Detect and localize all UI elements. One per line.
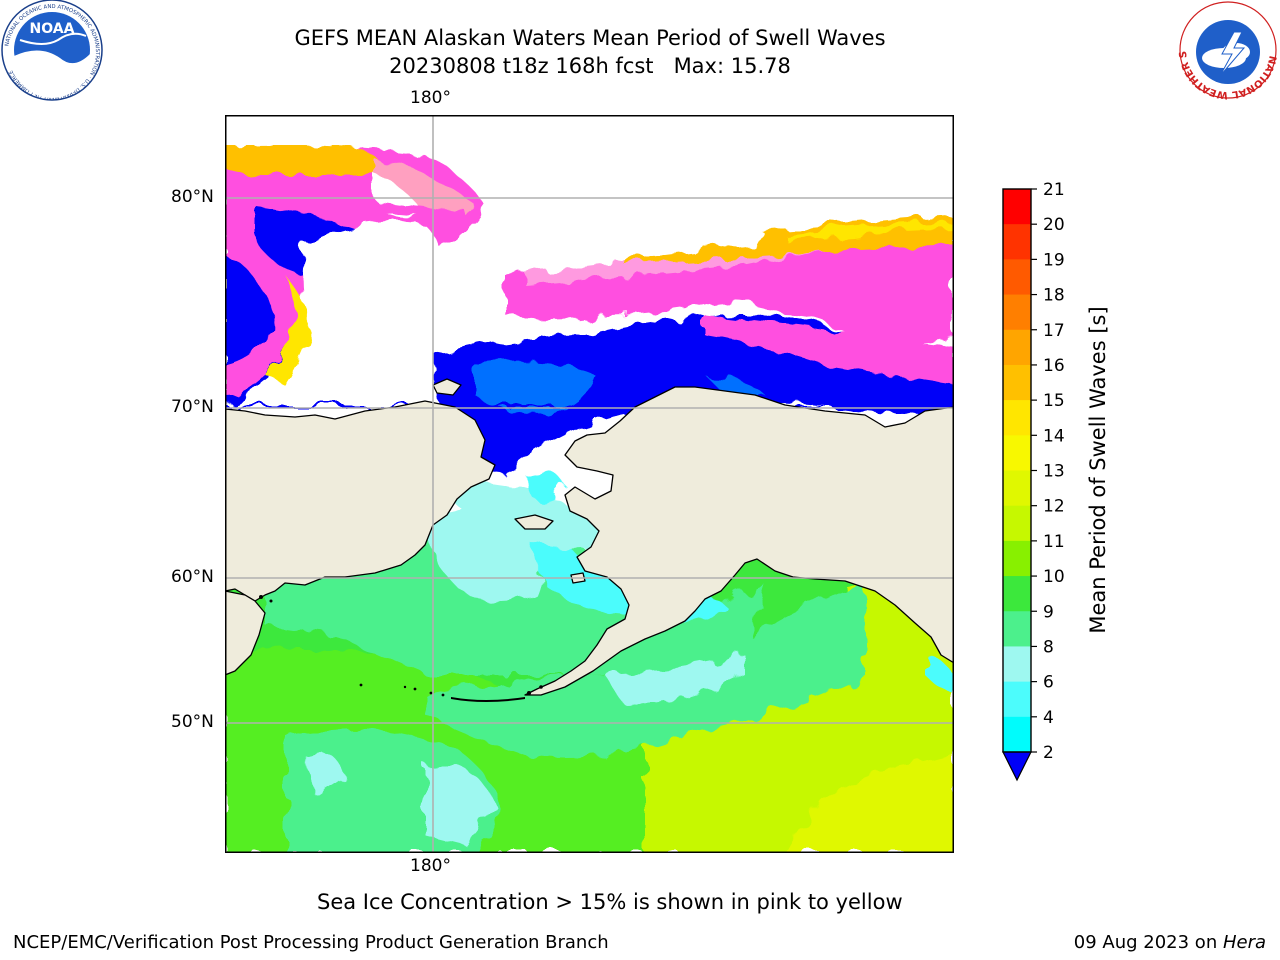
svg-text:NOAA: NOAA	[30, 21, 75, 37]
land-masses	[225, 378, 954, 696]
colorbar-tick-label: 19	[1043, 250, 1065, 270]
longitude-label-bottom: 180°	[410, 856, 451, 876]
colorbar-tick-label: 18	[1043, 286, 1065, 306]
colorbar-tick-label: 9	[1043, 602, 1054, 622]
national-weather-service-logo: NATIONAL WEATHER SERVICE	[1178, 0, 1278, 100]
noaa-logo: NATIONAL OCEANIC AND ATMOSPHERIC ADMINIS…	[1, 0, 103, 101]
colorbar-band	[1003, 224, 1031, 260]
colorbar-band	[1003, 259, 1031, 296]
footer-date: 09 Aug 2023 on Hera	[1074, 932, 1266, 953]
colorbar-band	[1003, 329, 1031, 366]
colorbar-band	[1003, 470, 1031, 507]
colorbar: 21 20 19 18 17 16 15 14 13 12 11 10 9 8 6 4 2	[1002, 180, 1065, 782]
latitude-label-50n: 50°N	[171, 712, 214, 732]
colorbar-tick-label: 2	[1043, 743, 1054, 763]
aleutian-islands	[259, 595, 543, 702]
colorbar-band	[1003, 189, 1031, 225]
map-title: GEFS MEAN Alaskan Waters Mean Period of …	[294, 26, 886, 50]
colorbar-band	[1003, 646, 1031, 683]
colorbar-ticks: 21 20 19 18 17 16 15 14 13 12 11 10 9 8 6 4 2	[1031, 180, 1065, 763]
colorbar-band	[1003, 716, 1031, 753]
colorbar-band	[1003, 540, 1031, 577]
footer-date-text: 09 Aug 2023 on	[1073, 932, 1223, 953]
colorbar-band	[1003, 681, 1031, 718]
colorbar-tick-label: 16	[1043, 356, 1065, 376]
latitude-label-60n: 60°N	[171, 567, 214, 587]
latitude-label-70n: 70°N	[171, 397, 214, 417]
colorbar-tick-label: 17	[1043, 321, 1065, 341]
latitude-label-80n: 80°N	[171, 187, 214, 207]
map-subtitle: 20230808 t18z 168h fcst Max: 15.78	[389, 54, 791, 78]
colorbar-tick-label: 10	[1043, 567, 1065, 587]
colorbar-band	[1003, 364, 1031, 401]
colorbar-tick-label: 14	[1043, 426, 1065, 446]
colorbar-tick-label: 11	[1043, 532, 1065, 552]
colorbar-bands	[1003, 189, 1031, 753]
colorbar-tick-label: 8	[1043, 637, 1054, 657]
colorbar-tick-label: 20	[1043, 215, 1065, 235]
colorbar-band	[1003, 294, 1031, 331]
longitude-label-top: 180°	[410, 88, 451, 108]
colorbar-tick-label: 6	[1043, 673, 1054, 693]
ocean-strip-east	[925, 655, 954, 695]
footer-machine: Hera	[1222, 932, 1266, 953]
colorbar-band	[1003, 576, 1031, 612]
colorbar-extend-arrow	[1002, 751, 1032, 782]
colorbar-band	[1003, 505, 1031, 542]
colorbar-tick-label: 12	[1043, 497, 1065, 517]
colorbar-band	[1003, 611, 1031, 647]
colorbar-label: Mean Period of Swell Waves [s]	[1086, 306, 1110, 634]
colorbar-tick-label: 21	[1043, 180, 1065, 200]
colorbar-tick-label: 13	[1043, 462, 1065, 482]
footer-branch: NCEP/EMC/Verification Post Processing Pr…	[13, 932, 609, 953]
graticule	[225, 115, 954, 853]
colorbar-band	[1003, 435, 1031, 471]
colorbar-band	[1003, 400, 1031, 436]
sea-ice-note: Sea Ice Concentration > 15% is shown in …	[317, 890, 903, 914]
swell-period-map	[225, 115, 954, 853]
colorbar-tick-label: 15	[1043, 391, 1065, 411]
colorbar-tick-label: 4	[1043, 708, 1054, 728]
